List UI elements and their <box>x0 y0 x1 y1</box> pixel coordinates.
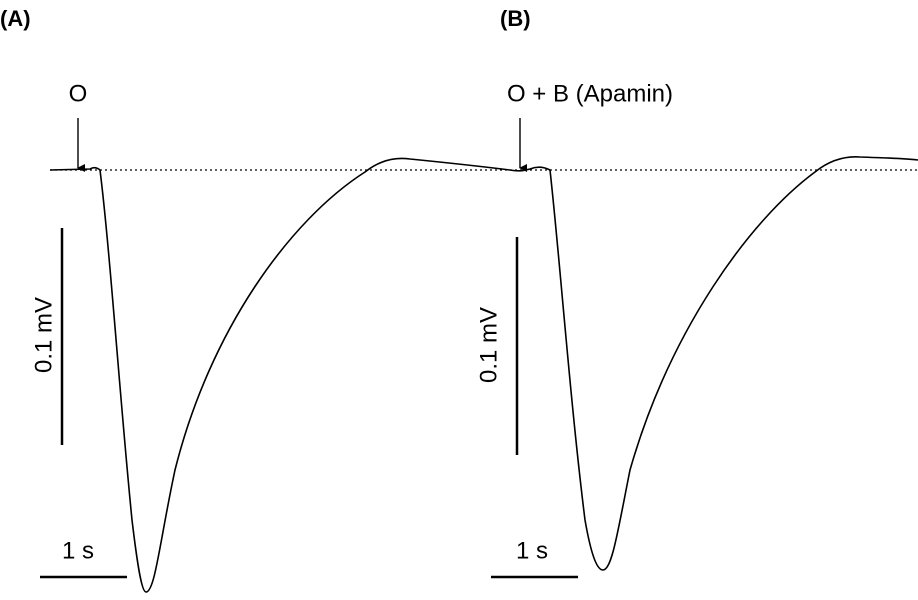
stimulus-label: O <box>69 80 88 107</box>
scale-y-label: 0.1 mV <box>475 307 502 383</box>
scale-y-label: 0.1 mV <box>30 297 57 373</box>
scale-x-label: 1 s <box>62 537 94 564</box>
panel-label: (B) <box>500 6 531 31</box>
scale-x-label: 1 s <box>516 537 548 564</box>
trace <box>49 157 511 593</box>
panel-label: (A) <box>0 6 31 31</box>
stimulus-label: O + B (Apamin) <box>507 80 673 107</box>
trace <box>509 156 918 571</box>
